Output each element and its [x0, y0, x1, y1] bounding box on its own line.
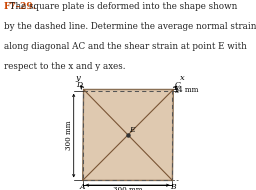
- Text: 300 mm: 300 mm: [65, 121, 73, 150]
- Text: A: A: [79, 183, 85, 190]
- Polygon shape: [83, 89, 173, 180]
- Text: The square plate is deformed into the shape shown: The square plate is deformed into the sh…: [4, 2, 237, 11]
- Text: y: y: [75, 74, 80, 82]
- Text: along diagonal AC and the shear strain at point E with: along diagonal AC and the shear strain a…: [4, 42, 247, 51]
- Text: C: C: [174, 81, 180, 89]
- Text: 3 mm: 3 mm: [72, 189, 93, 190]
- Text: F7–29.: F7–29.: [4, 2, 37, 11]
- Text: 300 mm: 300 mm: [113, 186, 142, 190]
- Text: D: D: [77, 81, 83, 89]
- Text: by the dashed line. Determine the average normal strain: by the dashed line. Determine the averag…: [4, 22, 256, 31]
- Text: x: x: [180, 74, 185, 82]
- Text: E: E: [130, 126, 135, 134]
- Text: B: B: [170, 183, 176, 190]
- Text: 3 mm: 3 mm: [162, 189, 183, 190]
- Text: 4 mm: 4 mm: [178, 86, 198, 94]
- Text: respect to the x and y axes.: respect to the x and y axes.: [4, 62, 125, 71]
